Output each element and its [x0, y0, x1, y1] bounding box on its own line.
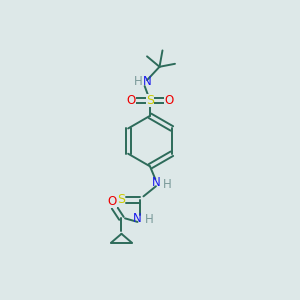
Text: O: O [107, 195, 117, 208]
Text: O: O [164, 94, 173, 107]
Text: S: S [117, 194, 125, 206]
Text: H: H [144, 213, 153, 226]
Text: N: N [152, 176, 160, 189]
Text: O: O [127, 94, 136, 107]
Text: H: H [163, 178, 172, 191]
Text: N: N [143, 75, 152, 88]
Text: H: H [134, 75, 142, 88]
Text: S: S [146, 94, 154, 107]
Text: N: N [133, 212, 142, 225]
